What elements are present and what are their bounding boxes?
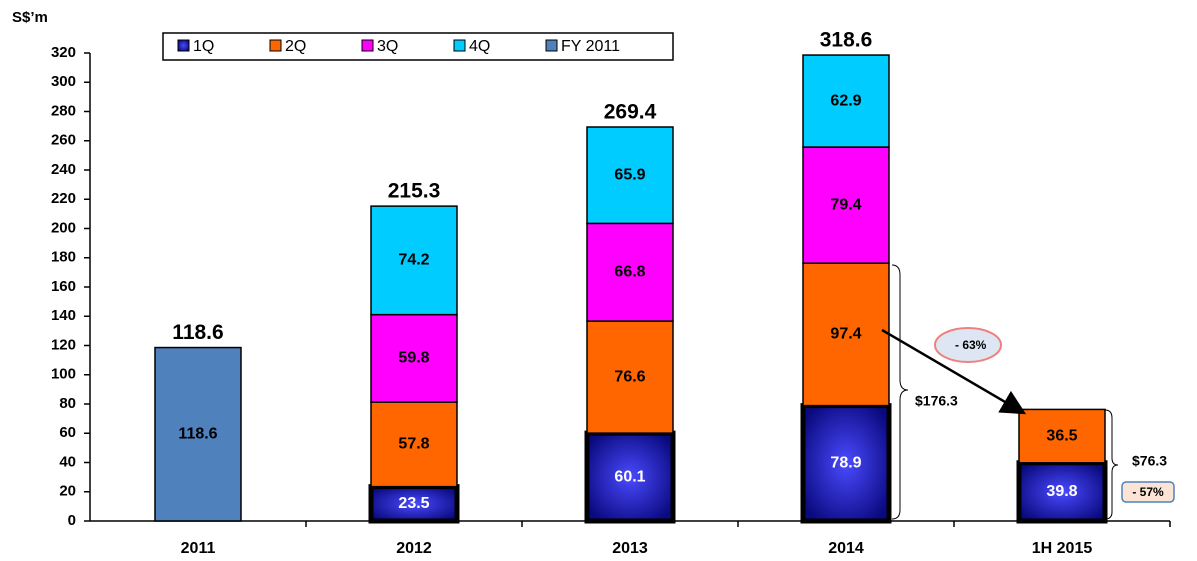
total-label: 269.4 [604,101,657,124]
bracket [891,264,909,520]
badge [934,327,1002,363]
data-label: 118.6 [178,425,217,442]
bar-segment [802,146,890,264]
legend-label: 4Q [469,38,490,55]
bar-segment [154,346,242,522]
data-label: 62.9 [830,92,861,109]
y-tick-label: 240 [51,161,76,178]
annotation: - 63% [955,338,987,352]
bar-segment [370,313,458,403]
badge [1121,481,1175,503]
legend-swatch [177,39,190,52]
legend-swatch [361,39,374,52]
data-label: 23.5 [398,495,429,512]
y-tick-label: 0 [68,512,76,529]
data-label: 79.4 [830,196,861,213]
bar-segment [1018,408,1106,464]
bar-segment [586,126,674,225]
data-label: 57.8 [398,436,429,453]
data-label: 97.4 [830,326,861,343]
legend-swatch [453,39,466,52]
bar-segment [586,222,674,322]
y-tick-label: 220 [51,190,76,207]
data-label: 39.8 [1046,483,1077,500]
bar-segment [802,54,890,148]
y-tick-label: 300 [51,73,76,90]
data-label: 65.9 [614,166,645,183]
annotation: - 57% [1132,485,1164,499]
y-tick-label: 260 [51,132,76,149]
legend-box [162,32,674,61]
x-tick-label: 2011 [181,540,216,557]
legend-label: 1Q [193,38,214,55]
legend-label: 3Q [377,38,398,55]
bar-segment [370,205,458,316]
total-label: 118.6 [172,321,223,344]
y-tick-label: 200 [51,219,76,236]
y-tick-label: 100 [51,366,76,383]
y-tick-label: 120 [51,336,76,353]
total-label: 318.6 [820,29,873,52]
y-tick-label: 80 [59,395,76,412]
data-label: 60.1 [614,468,645,485]
x-tick-label: 2013 [612,540,648,557]
data-label: 78.9 [830,455,861,472]
data-label: 74.2 [398,252,429,269]
y-tick-label: 60 [59,424,76,441]
arrow [881,328,1027,415]
y-tick-label: 40 [59,453,76,470]
x-tick-label: 2012 [396,540,432,557]
data-label: 59.8 [398,350,429,367]
data-label: 76.6 [614,368,645,385]
y-tick-label: 20 [59,483,76,500]
legend-swatch [545,39,558,52]
y-tick-label: 320 [51,44,76,61]
x-tick-label: 1H 2015 [1032,540,1093,557]
y-axis-label: S$’m [12,9,48,26]
total-label: 215.3 [388,180,441,203]
y-tick-label: 160 [51,278,76,295]
legend-label: FY 2011 [561,38,620,55]
data-label: 36.5 [1046,427,1077,444]
bracket [1104,409,1119,520]
data-label: 66.8 [614,263,645,280]
y-tick-label: 180 [51,249,76,266]
bar-segment [1016,460,1108,524]
y-tick-label: 140 [51,307,76,324]
legend-label: 2Q [285,38,306,55]
legend-swatch [269,39,282,52]
x-tick-label: 2014 [828,540,864,557]
annotation: $176.3 [915,393,958,409]
y-tick-label: 280 [51,102,76,119]
annotation: $76.3 [1132,453,1167,469]
